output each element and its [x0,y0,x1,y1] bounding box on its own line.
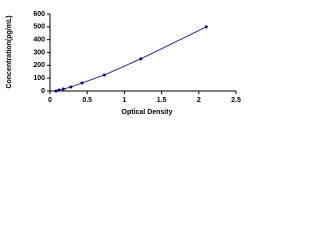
point [54,89,58,93]
y-tick-label: 600 [33,11,45,18]
x-tick-label: 2 [197,97,201,104]
y-tick-label: 300 [33,49,45,56]
y-axis-label: Concentration(pg/mL) [6,15,13,88]
x-tick-label: 1.5 [157,97,167,104]
point [61,87,65,91]
y-tick-label: 200 [33,62,45,69]
curve [55,26,207,92]
point [204,25,208,29]
x-tick-label: 2.5 [231,97,241,104]
x-tick-label: 0 [48,97,52,104]
y-tick-label: 0 [41,88,45,95]
x-tick-label: 0.5 [82,97,92,104]
x-axis-label: Optical Density [122,109,173,116]
y-tick-label: 500 [33,24,45,31]
point [102,73,106,77]
point [57,88,61,92]
chart: Optical Density Concentration(pg/mL) 010… [6,11,241,116]
x-tick-label: 1 [122,97,126,104]
point [80,81,84,85]
point [69,85,73,89]
y-tick-label: 400 [33,37,45,44]
y-tick-label: 100 [33,75,45,82]
point [139,57,143,61]
